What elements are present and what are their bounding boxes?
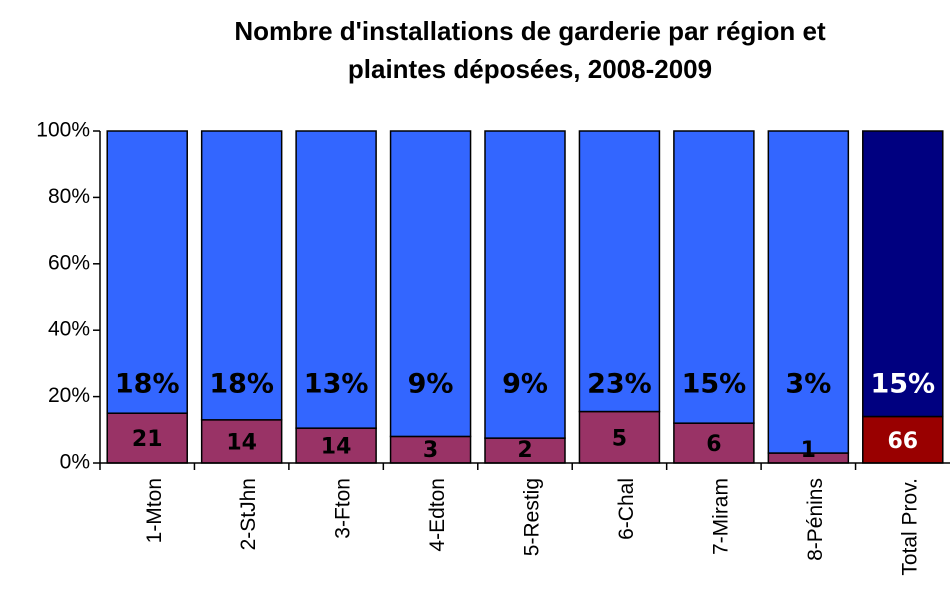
bar-segment bbox=[862, 130, 944, 418]
rate-label: 13% bbox=[304, 369, 369, 400]
rate-label: 23% bbox=[587, 369, 652, 400]
bar-segment bbox=[767, 130, 850, 454]
bar-segment bbox=[200, 130, 283, 421]
count-label: 1 bbox=[801, 438, 816, 463]
count-label: 66 bbox=[887, 429, 918, 454]
x-tick-label: 5-Restig bbox=[521, 478, 544, 556]
x-tick-label: Total Prov. bbox=[898, 478, 921, 576]
y-tick-label: 20% bbox=[48, 384, 90, 407]
count-label: 5 bbox=[612, 426, 627, 451]
y-tick-label: 0% bbox=[60, 451, 90, 474]
rate-label: 18% bbox=[115, 369, 180, 400]
rate-label: 18% bbox=[209, 369, 274, 400]
x-tick-label: 6-Chal bbox=[615, 478, 638, 540]
x-tick-label: 3-Fton bbox=[332, 478, 355, 539]
rate-label: 9% bbox=[502, 369, 548, 400]
bar-segment bbox=[484, 437, 566, 464]
bar-segment bbox=[389, 130, 472, 438]
y-tick-label: 60% bbox=[48, 251, 90, 274]
bar-segment bbox=[106, 130, 188, 414]
x-tick-label: 2-StJhn bbox=[237, 478, 260, 550]
count-label: 14 bbox=[321, 435, 352, 460]
count-label: 21 bbox=[132, 427, 163, 452]
count-label: 2 bbox=[517, 438, 532, 463]
bar-segment bbox=[389, 435, 472, 464]
count-label: 3 bbox=[423, 438, 438, 463]
count-label: 14 bbox=[226, 430, 257, 455]
rate-label: 3% bbox=[785, 369, 831, 400]
bar-segment bbox=[484, 130, 566, 439]
x-tick-label: 8-Pénins bbox=[804, 478, 827, 561]
y-tick-label: 80% bbox=[48, 185, 90, 208]
chart-title: Nombre d'installations de garderie par r… bbox=[234, 16, 826, 84]
x-tick-label: 4-Edton bbox=[426, 478, 449, 552]
bar-segment bbox=[673, 422, 755, 464]
x-tick-label: 7-Miram bbox=[709, 478, 732, 555]
rate-label: 15% bbox=[682, 369, 747, 400]
rate-label: 9% bbox=[408, 369, 454, 400]
x-tick-label: 1-Mton bbox=[143, 478, 166, 543]
bar-segment bbox=[106, 412, 188, 464]
bar-segment bbox=[673, 130, 755, 424]
y-tick-label: 100% bbox=[36, 119, 90, 142]
y-tick-label: 40% bbox=[48, 318, 90, 341]
bar-segment bbox=[578, 130, 661, 413]
count-label: 6 bbox=[706, 432, 721, 457]
rate-label: 15% bbox=[870, 369, 935, 400]
bar-segment bbox=[295, 130, 377, 429]
